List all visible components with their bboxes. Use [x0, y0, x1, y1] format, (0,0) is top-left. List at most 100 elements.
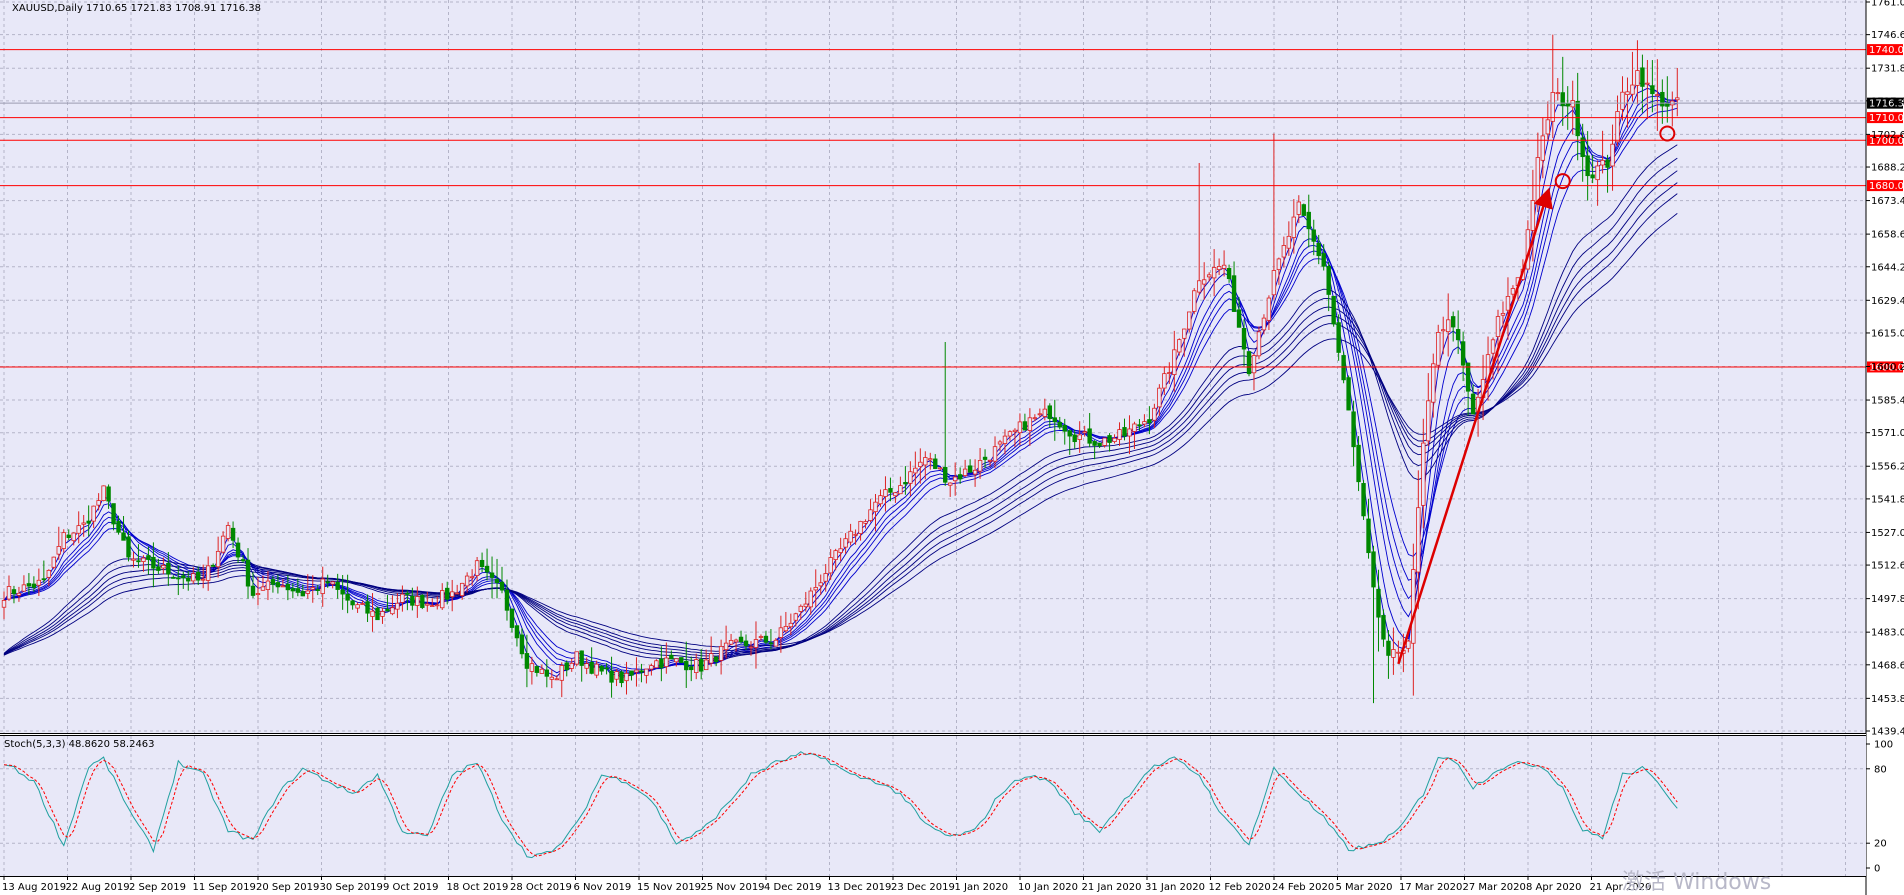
candle	[1236, 297, 1242, 328]
candle	[1231, 261, 1237, 312]
price-axis[interactable]	[1866, 0, 1904, 895]
candle	[81, 514, 86, 537]
candle	[360, 600, 365, 605]
time-tick-label: 6 Nov 2019	[574, 882, 632, 893]
candle	[1590, 154, 1595, 184]
chart-title: XAUUSD,Daily 1710.65 1721.83 1708.91 171…	[12, 3, 261, 14]
candle	[1127, 415, 1132, 455]
time-tick-label: 13 Dec 2019	[828, 882, 892, 893]
candle	[290, 583, 296, 599]
candle	[315, 584, 320, 596]
price-tick-label: 1673.40	[1871, 196, 1904, 207]
candle	[489, 556, 495, 599]
candle	[240, 555, 246, 563]
candle	[1560, 56, 1565, 126]
candle	[933, 454, 938, 470]
time-tick-label: 5 Mar 2020	[1336, 882, 1393, 893]
candle	[584, 657, 589, 675]
candle	[1505, 277, 1511, 340]
candle	[1336, 314, 1341, 361]
candle	[106, 484, 111, 509]
candle	[763, 631, 769, 645]
moving-average-line	[3, 213, 1678, 656]
candle	[1615, 95, 1620, 147]
time-tick-label: 28 Oct 2019	[510, 882, 572, 893]
candle	[1152, 403, 1157, 428]
candle	[1366, 498, 1371, 559]
stoch-pane[interactable]	[0, 736, 1866, 876]
candle	[464, 572, 470, 593]
candle	[853, 529, 858, 545]
candle	[16, 586, 22, 602]
candle	[873, 493, 878, 532]
moving-average-line	[3, 157, 1678, 659]
candle	[649, 663, 654, 676]
price-tick-label: 1658.60	[1871, 230, 1904, 241]
candle	[1162, 366, 1167, 395]
candle	[41, 560, 47, 583]
price-tick-label: 1761.00	[1871, 0, 1904, 9]
candle	[1416, 470, 1421, 610]
annotations[interactable]	[1397, 125, 1676, 665]
candle	[758, 634, 764, 641]
circle-marker[interactable]	[1659, 125, 1676, 142]
candle	[1012, 428, 1018, 448]
last-price-label: 1716.38	[1869, 99, 1904, 110]
candle	[1391, 627, 1396, 675]
price-tick-label: 1453.80	[1871, 694, 1904, 705]
time-tick-label: 18 Oct 2019	[447, 882, 509, 893]
candle	[599, 665, 604, 675]
candle	[275, 574, 281, 594]
horizontal-levels[interactable]: 1740.00 1710.00 1700.00 1680.00 1600.00 1716.…	[0, 44, 1904, 373]
candle	[1256, 326, 1262, 360]
candle	[1197, 162, 1202, 296]
candle	[594, 660, 599, 679]
candle	[26, 573, 32, 595]
candle	[1281, 236, 1287, 268]
time-tick-label: 21 Apr 2020	[1590, 882, 1652, 893]
stoch-tick-label: 20	[1874, 839, 1887, 850]
candle	[96, 493, 101, 511]
candle	[56, 526, 61, 560]
stoch-tick-label: 100	[1874, 740, 1893, 751]
circle-marker[interactable]	[1554, 173, 1571, 190]
candle	[1585, 131, 1590, 201]
candle	[370, 593, 375, 632]
stoch-grid	[0, 736, 1866, 876]
candle	[484, 548, 490, 581]
candle	[1007, 430, 1013, 441]
candle	[878, 489, 883, 507]
candle	[828, 549, 833, 580]
candle	[1206, 272, 1212, 282]
candle	[1142, 414, 1147, 428]
stoch-title: Stoch(5,3,3) 48.8620 58.2463	[4, 739, 155, 750]
candle	[1092, 440, 1097, 460]
candle	[1565, 86, 1570, 130]
candle	[1182, 328, 1187, 357]
candle	[1301, 203, 1306, 216]
candle	[474, 557, 480, 582]
candle	[1032, 414, 1038, 422]
candle	[1117, 422, 1122, 446]
trend-arrow[interactable]	[1397, 187, 1553, 665]
candle	[1192, 288, 1197, 315]
candle	[215, 536, 221, 578]
candle	[111, 503, 116, 531]
candle	[1276, 257, 1282, 285]
candle	[141, 555, 146, 572]
pane-separator[interactable]	[0, 733, 1866, 736]
candle	[614, 668, 619, 687]
candle	[1580, 123, 1585, 182]
candle	[664, 642, 669, 674]
candle	[1107, 433, 1112, 452]
candle	[1426, 373, 1431, 446]
candle	[345, 574, 350, 614]
price-tick-label: 1541.80	[1871, 494, 1904, 505]
candle	[36, 568, 42, 596]
candle	[330, 581, 335, 589]
price-tick-label: 1702.60	[1871, 130, 1904, 141]
level-tag	[1867, 180, 1903, 192]
candle	[773, 637, 779, 647]
candle	[1246, 351, 1252, 377]
